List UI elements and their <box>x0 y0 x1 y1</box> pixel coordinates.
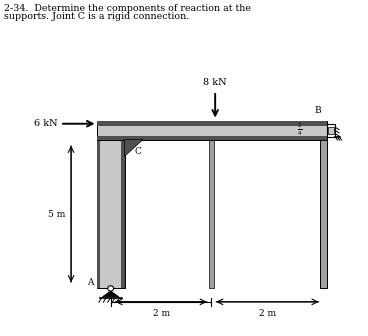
Bar <box>97 121 327 126</box>
Bar <box>320 121 327 289</box>
Text: 8 kN: 8 kN <box>204 78 227 87</box>
Bar <box>327 124 335 137</box>
Bar <box>97 136 327 139</box>
Circle shape <box>108 286 114 291</box>
Bar <box>121 121 125 289</box>
Text: A: A <box>86 278 93 287</box>
Polygon shape <box>103 291 119 297</box>
Text: B: B <box>315 106 321 115</box>
Bar <box>97 121 125 289</box>
Text: 6 kN: 6 kN <box>33 119 57 128</box>
Bar <box>97 121 100 289</box>
Bar <box>97 121 327 139</box>
Bar <box>328 127 334 134</box>
Polygon shape <box>125 139 143 156</box>
Bar <box>209 139 214 289</box>
Text: 5 m: 5 m <box>48 210 66 218</box>
Text: supports. Joint C is a rigid connection.: supports. Joint C is a rigid connection. <box>4 12 190 22</box>
Text: $\frac{2}{4}$: $\frac{2}{4}$ <box>297 122 302 138</box>
Bar <box>100 125 121 289</box>
Text: C: C <box>135 147 142 156</box>
Text: 2 m: 2 m <box>259 308 276 318</box>
Text: 2-34.  Determine the components of reaction at the: 2-34. Determine the components of reacti… <box>4 4 251 13</box>
Text: 2 m: 2 m <box>152 308 170 318</box>
